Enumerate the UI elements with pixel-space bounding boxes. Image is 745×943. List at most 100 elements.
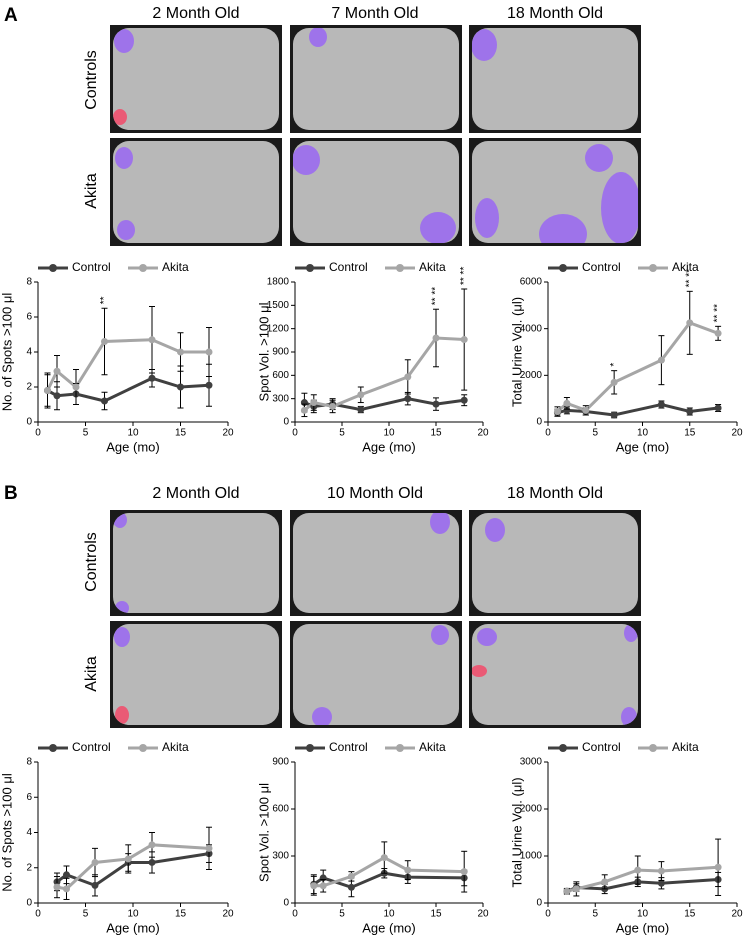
cage-floor [113, 28, 279, 130]
data-point [404, 866, 412, 874]
data-point [634, 866, 642, 874]
x-tick-label: 20 [731, 428, 743, 439]
x-tick-label: 20 [477, 428, 489, 439]
data-point [553, 408, 561, 415]
y-axis-label: No. of Spots >100 μl [0, 773, 14, 892]
urine-spot [420, 212, 456, 243]
x-tick-label: 0 [292, 428, 298, 439]
cage-image [469, 25, 641, 133]
data-point [657, 401, 665, 408]
data-point [300, 406, 308, 414]
x-tick-label: 20 [222, 428, 234, 439]
row-label: Controls [83, 50, 100, 110]
x-tick-label: 15 [175, 909, 187, 920]
y-axis-label: Total Urine Vol. (μl) [509, 777, 524, 887]
column-header: 7 Month Old [331, 5, 418, 22]
data-point [53, 367, 61, 375]
cage-image [110, 621, 282, 728]
data-point [357, 406, 365, 414]
spots [430, 513, 450, 534]
data-point [714, 329, 722, 337]
x-tick-label: 15 [430, 428, 442, 439]
y-tick-label: 6 [26, 792, 32, 803]
x-axis-label: Age (mo) [106, 920, 159, 935]
urine-spot [601, 172, 638, 243]
data-point [347, 883, 355, 891]
data-point [460, 336, 468, 344]
y-tick-label: 900 [272, 347, 289, 358]
series-line [556, 321, 719, 413]
legend-label: Control [329, 740, 368, 754]
legend-marker [649, 264, 657, 272]
x-tick-label: 10 [383, 428, 395, 439]
urine-spot [113, 109, 127, 125]
y-tick-label: 600 [272, 804, 289, 815]
legend-label: Control [582, 260, 621, 274]
cage-image [290, 621, 462, 728]
significance-mark: ** ** [459, 267, 470, 285]
x-tick-label: 20 [477, 909, 489, 920]
series-line [56, 852, 210, 888]
column-header: 10 Month Old [327, 485, 423, 502]
x-axis-label: Age (mo) [616, 920, 669, 935]
series-line [46, 338, 209, 392]
x-tick-label: 5 [592, 909, 598, 920]
cage-floor [113, 141, 279, 243]
y-tick-label: 1200 [267, 323, 290, 334]
y-tick-label: 6000 [520, 277, 543, 288]
cage-image [290, 510, 462, 616]
x-tick-label: 5 [83, 909, 89, 920]
y-tick-label: 900 [272, 757, 289, 768]
cage-floor [293, 141, 459, 243]
x-tick-label: 15 [430, 909, 442, 920]
x-tick-label: 5 [83, 428, 89, 439]
column-header: 18 Month Old [507, 5, 603, 22]
x-tick-label: 0 [545, 909, 551, 920]
legend-marker [306, 744, 314, 752]
x-tick-label: 0 [292, 909, 298, 920]
data-point [91, 881, 99, 889]
series-line [313, 855, 465, 888]
data-point [610, 378, 618, 386]
y-tick-label: 0 [283, 417, 289, 428]
urine-spot [309, 28, 327, 47]
data-point [310, 882, 318, 890]
legend-marker [139, 264, 147, 272]
urine-spot [312, 707, 332, 725]
cage-image [110, 510, 282, 616]
y-axis-label: No. of Spots >100 μl [0, 293, 14, 412]
legend-label: Akita [672, 260, 699, 274]
data-point [101, 397, 108, 405]
data-point [601, 878, 609, 886]
cage-floor [293, 624, 459, 725]
cage-image [469, 138, 641, 246]
cage-floor [472, 28, 638, 130]
x-tick-label: 5 [592, 428, 598, 439]
y-tick-label: 2000 [520, 370, 543, 381]
row-label: Controls [83, 532, 100, 592]
legend-label: Control [329, 260, 368, 274]
urine-spot [430, 513, 450, 534]
spots [293, 145, 456, 243]
cage-image [469, 621, 641, 728]
y-tick-label: 8 [26, 757, 32, 768]
data-point [610, 411, 618, 419]
column-header: 18 Month Old [507, 485, 603, 502]
cage-floor [293, 513, 459, 613]
x-axis-label: Age (mo) [362, 439, 415, 454]
spots [312, 625, 449, 725]
x-tick-label: 15 [684, 909, 696, 920]
urine-spot [431, 625, 449, 645]
y-axis-label: Total Urine Vol. (μl) [509, 297, 524, 407]
y-axis-label: Spot Vol. >100 μl [256, 783, 271, 882]
data-point [310, 399, 318, 407]
data-point [563, 399, 571, 407]
data-point [404, 395, 412, 403]
legend-marker [396, 744, 404, 752]
significance-mark: ** ** [431, 287, 442, 305]
data-point [657, 867, 665, 875]
y-tick-label: 4 [26, 827, 32, 838]
urine-spot [475, 198, 499, 238]
x-axis-label: Age (mo) [616, 439, 669, 454]
